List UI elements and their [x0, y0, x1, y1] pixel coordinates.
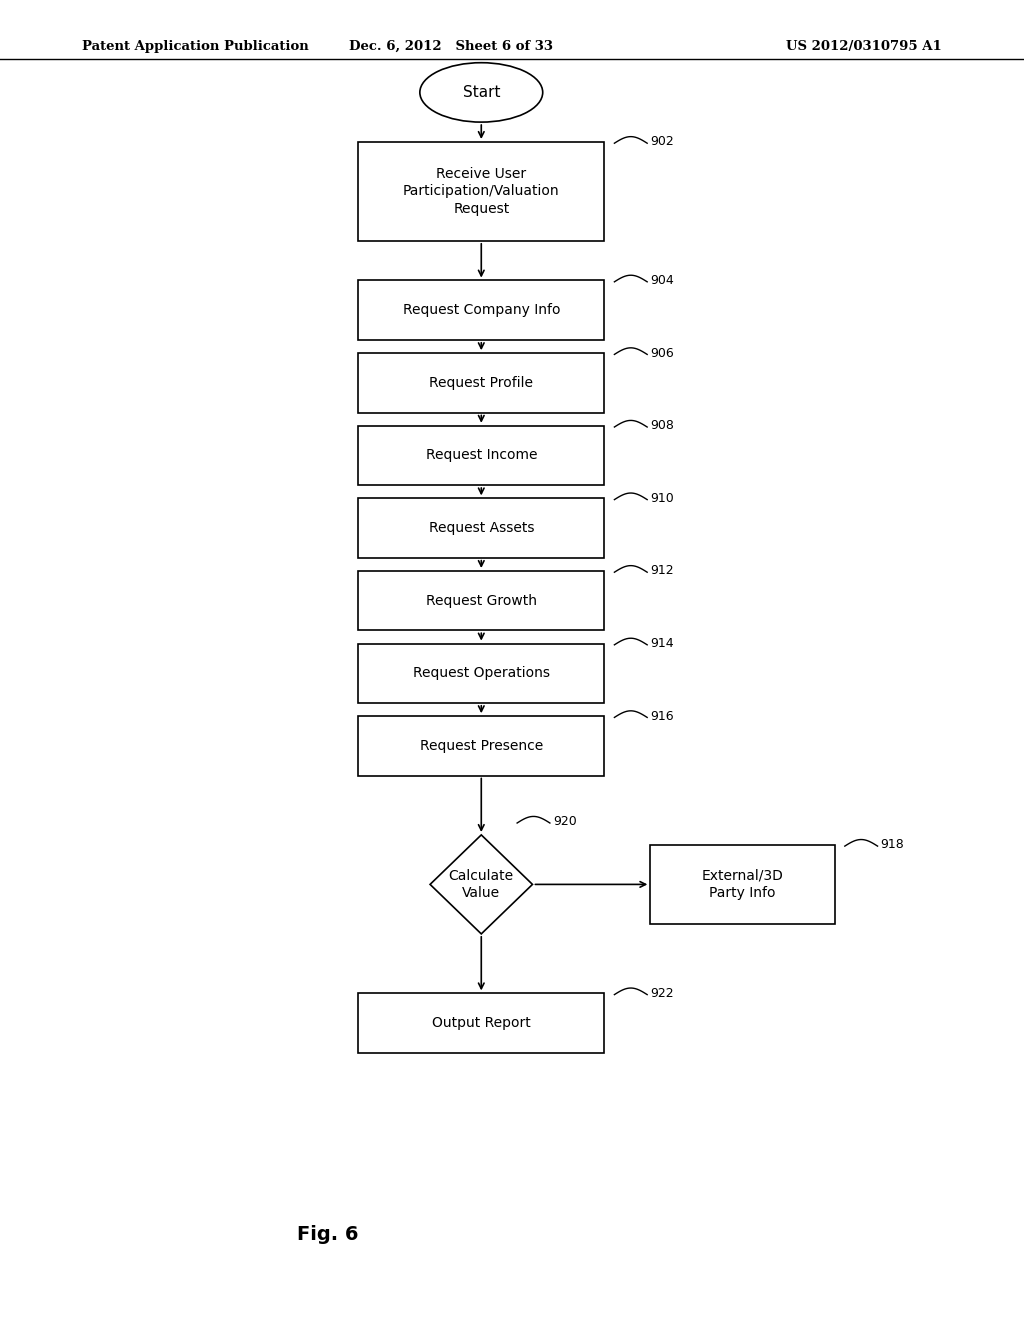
- Text: Output Report: Output Report: [432, 1016, 530, 1030]
- FancyBboxPatch shape: [358, 570, 604, 630]
- Text: Fig. 6: Fig. 6: [297, 1225, 358, 1243]
- Text: 910: 910: [650, 492, 674, 504]
- Text: 902: 902: [650, 136, 674, 148]
- Text: 918: 918: [881, 838, 904, 851]
- FancyBboxPatch shape: [650, 845, 835, 924]
- Text: 920: 920: [553, 816, 577, 828]
- Text: Dec. 6, 2012   Sheet 6 of 33: Dec. 6, 2012 Sheet 6 of 33: [348, 40, 553, 53]
- Text: Request Income: Request Income: [426, 449, 537, 462]
- Ellipse shape: [420, 62, 543, 121]
- Text: Receive User
Participation/Valuation
Request: Receive User Participation/Valuation Req…: [403, 168, 559, 215]
- Text: Request Profile: Request Profile: [429, 376, 534, 389]
- Text: Start: Start: [463, 84, 500, 100]
- Text: 912: 912: [650, 565, 674, 577]
- Text: Patent Application Publication: Patent Application Publication: [82, 40, 308, 53]
- Text: Request Presence: Request Presence: [420, 739, 543, 752]
- Text: Request Assets: Request Assets: [428, 521, 535, 535]
- Text: Request Company Info: Request Company Info: [402, 304, 560, 317]
- Text: 922: 922: [650, 987, 674, 999]
- Text: 908: 908: [650, 420, 674, 432]
- Text: 916: 916: [650, 710, 674, 722]
- Text: Request Growth: Request Growth: [426, 594, 537, 607]
- Text: US 2012/0310795 A1: US 2012/0310795 A1: [786, 40, 942, 53]
- FancyBboxPatch shape: [358, 715, 604, 776]
- Text: Request Operations: Request Operations: [413, 667, 550, 680]
- FancyBboxPatch shape: [358, 352, 604, 412]
- FancyBboxPatch shape: [358, 143, 604, 242]
- FancyBboxPatch shape: [358, 280, 604, 339]
- Text: 904: 904: [650, 275, 674, 286]
- Text: 914: 914: [650, 638, 674, 649]
- FancyBboxPatch shape: [358, 498, 604, 557]
- FancyBboxPatch shape: [358, 644, 604, 704]
- Polygon shape: [430, 836, 532, 935]
- FancyBboxPatch shape: [358, 993, 604, 1053]
- Text: Calculate
Value: Calculate Value: [449, 869, 514, 900]
- FancyBboxPatch shape: [358, 425, 604, 484]
- Text: 906: 906: [650, 347, 674, 359]
- Text: External/3D
Party Info: External/3D Party Info: [701, 869, 783, 900]
